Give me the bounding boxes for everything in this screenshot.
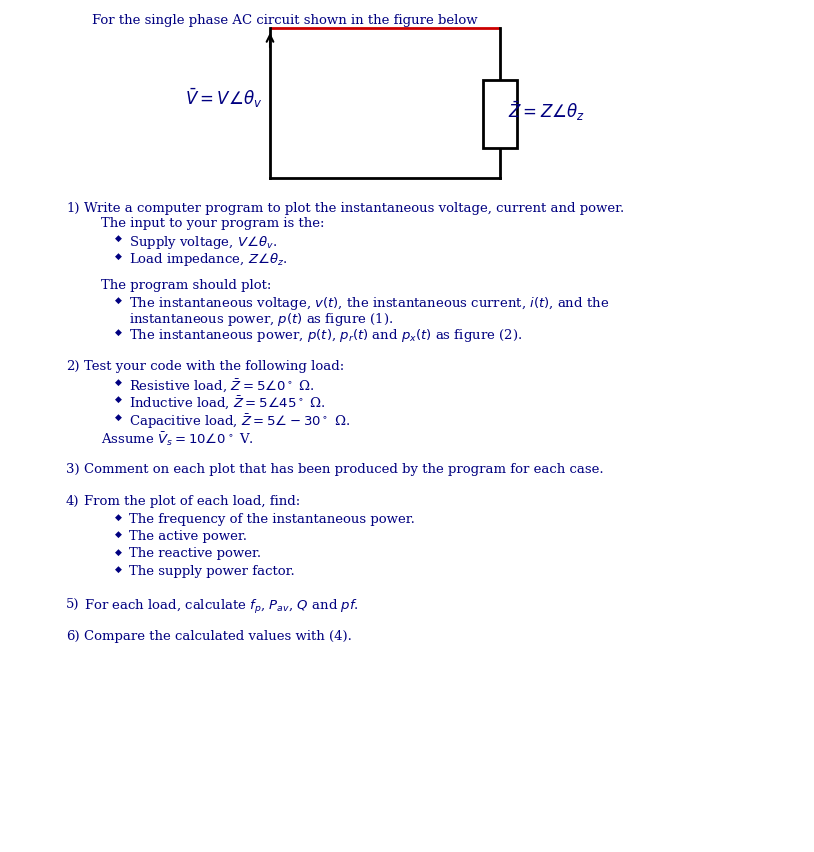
Text: The reactive power.: The reactive power. xyxy=(129,548,261,561)
Text: The instantaneous voltage, $v(t)$, the instantaneous current, $i(t)$, and the: The instantaneous voltage, $v(t)$, the i… xyxy=(129,296,609,313)
Text: ◆: ◆ xyxy=(115,234,122,243)
Text: 6): 6) xyxy=(66,630,80,643)
Text: The input to your program is the:: The input to your program is the: xyxy=(101,217,325,231)
Text: 5): 5) xyxy=(66,597,80,611)
Text: ◆: ◆ xyxy=(115,548,122,556)
Text: For each load, calculate $f_p$, $P_{av}$, $Q$ and $pf$.: For each load, calculate $f_p$, $P_{av}$… xyxy=(84,597,359,615)
Text: Load impedance, $Z \angle\theta_z$.: Load impedance, $Z \angle\theta_z$. xyxy=(129,251,287,268)
Text: The instantaneous power, $p(t)$, $p_r(t)$ and $p_x(t)$ as figure (2).: The instantaneous power, $p(t)$, $p_r(t)… xyxy=(129,327,523,344)
Text: Inductive load, $\bar{Z} =5\angle45^\circ$ Ω.: Inductive load, $\bar{Z} =5\angle45^\cir… xyxy=(129,395,326,412)
Text: Test your code with the following load:: Test your code with the following load: xyxy=(84,360,344,373)
Text: Compare the calculated values with (4).: Compare the calculated values with (4). xyxy=(84,630,352,643)
Text: ◆: ◆ xyxy=(115,565,122,574)
Text: 2): 2) xyxy=(66,360,80,373)
Text: Resistive load, $\bar{Z} =5\angle0^\circ$ Ω.: Resistive load, $\bar{Z} =5\angle0^\circ… xyxy=(129,377,315,394)
Text: 3): 3) xyxy=(66,463,80,475)
Text: instantaneous power, $p(t)$ as figure (1).: instantaneous power, $p(t)$ as figure (1… xyxy=(129,311,393,328)
Text: For the single phase AC circuit shown in the figure below: For the single phase AC circuit shown in… xyxy=(92,14,478,27)
Text: ◆: ◆ xyxy=(115,377,122,387)
Text: ◆: ◆ xyxy=(115,296,122,304)
Text: ◆: ◆ xyxy=(115,412,122,422)
Bar xyxy=(483,80,517,148)
Text: The frequency of the instantaneous power.: The frequency of the instantaneous power… xyxy=(129,513,415,526)
Text: 1): 1) xyxy=(66,202,80,215)
Text: $\bar{V} =V \angle\theta_v$: $\bar{V} =V \angle\theta_v$ xyxy=(185,86,262,110)
Text: ◆: ◆ xyxy=(115,251,122,261)
Text: The program should plot:: The program should plot: xyxy=(101,279,271,292)
Text: ◆: ◆ xyxy=(115,327,122,337)
Text: Write a computer program to plot the instantaneous voltage, current and power.: Write a computer program to plot the ins… xyxy=(84,202,624,215)
Text: ◆: ◆ xyxy=(115,513,122,521)
Text: Comment on each plot that has been produced by the program for each case.: Comment on each plot that has been produ… xyxy=(84,463,604,475)
Text: ◆: ◆ xyxy=(115,530,122,539)
Text: The active power.: The active power. xyxy=(129,530,247,543)
Text: Assume $\bar{V}_s =10\angle0^\circ$ V.: Assume $\bar{V}_s =10\angle0^\circ$ V. xyxy=(101,430,254,447)
Text: $\bar{Z} =Z \angle\theta_z$: $\bar{Z} =Z \angle\theta_z$ xyxy=(508,100,585,123)
Text: 4): 4) xyxy=(66,495,80,508)
Text: ◆: ◆ xyxy=(115,395,122,404)
Text: Capacitive load, $\bar{Z} =5\angle-30^\circ$ Ω.: Capacitive load, $\bar{Z} =5\angle-30^\c… xyxy=(129,412,350,431)
Text: Supply voltage, $V \angle\theta_v$.: Supply voltage, $V \angle\theta_v$. xyxy=(129,234,277,251)
Text: The supply power factor.: The supply power factor. xyxy=(129,565,295,578)
Text: From the plot of each load, find:: From the plot of each load, find: xyxy=(84,495,300,508)
